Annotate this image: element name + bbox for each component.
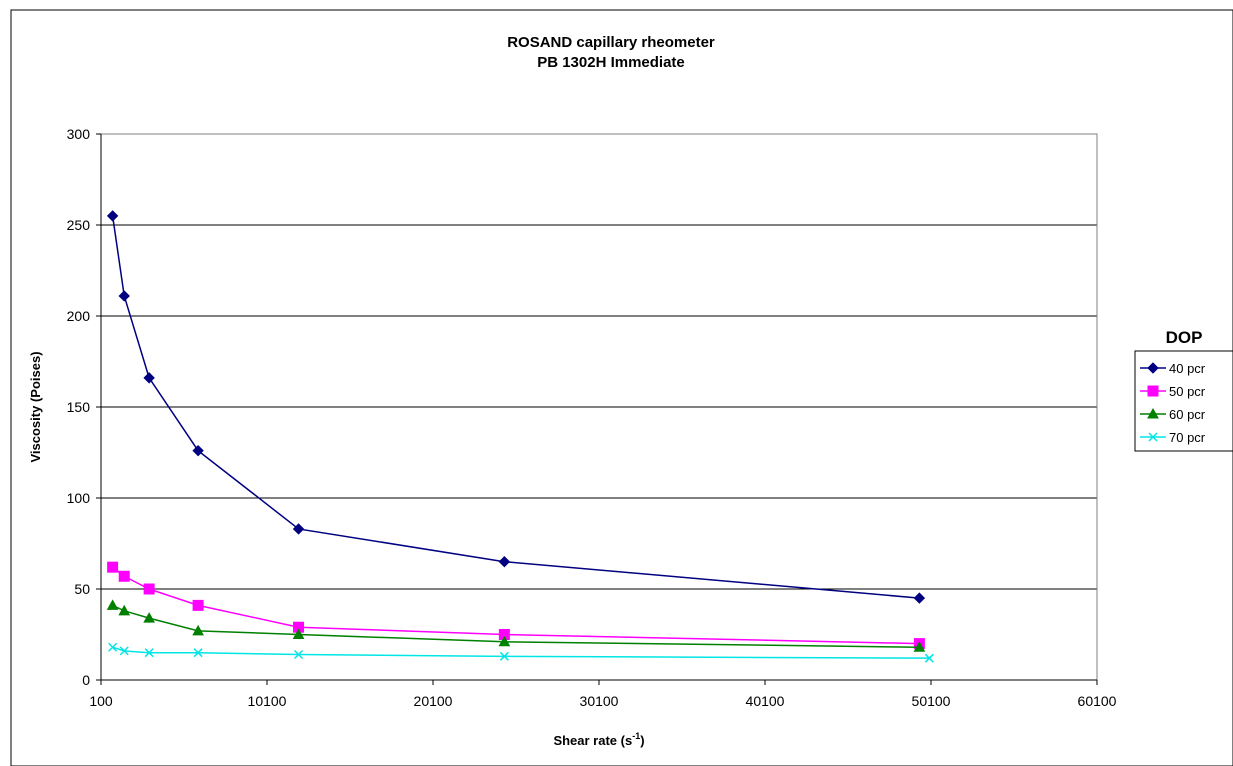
data-point: [106, 599, 119, 610]
legend-label: 50 pcr: [1169, 384, 1206, 399]
legend-marker: [1147, 407, 1159, 419]
data-point: [118, 604, 131, 616]
y-tick-label: 50: [74, 581, 90, 597]
series-0: [106, 210, 926, 604]
data-point: [913, 592, 926, 604]
series-3: [108, 642, 934, 663]
data-point: [193, 648, 203, 658]
x-tick-label: 30100: [580, 693, 619, 709]
x-tick-label: 100: [89, 693, 113, 709]
chart-frame: [10, 9, 1233, 766]
legend-label: 70 pcr: [1169, 430, 1206, 445]
data-point: [143, 583, 155, 595]
data-point: [913, 641, 926, 652]
legend-marker: [1147, 362, 1159, 374]
data-point: [108, 642, 118, 652]
legend-marker: [1148, 432, 1158, 442]
data-point-stroke: [294, 649, 304, 660]
legend-marker-stroke: [1148, 432, 1158, 442]
series-group: [106, 210, 934, 663]
y-tick-label: 0: [82, 672, 90, 688]
data-point-stroke: [108, 642, 118, 652]
y-tick-label: 250: [67, 217, 91, 233]
x-tick-label: 60100: [1078, 693, 1117, 709]
data-point-stroke: [499, 651, 509, 661]
data-point-stroke: [924, 653, 934, 663]
y-tick-label: 200: [67, 308, 91, 324]
data-point: [143, 612, 155, 623]
data-point: [498, 635, 511, 647]
chart-title: ROSAND capillary rheometer: [507, 34, 715, 51]
y-tick-label: 150: [67, 399, 91, 415]
data-point: [144, 648, 154, 658]
axes: [96, 133, 1098, 685]
y-tick-label: 100: [67, 490, 91, 506]
legend-title: DOP: [1166, 328, 1203, 347]
x-axis-label: Shear rate (s-1): [553, 731, 644, 748]
data-point: [106, 210, 119, 222]
data-point-stroke: [193, 648, 203, 658]
data-point-stroke: [119, 646, 129, 656]
data-point: [118, 290, 130, 302]
legend-marker: [1147, 385, 1159, 397]
x-tick-label: 40100: [746, 693, 785, 709]
data-point: [192, 444, 204, 457]
y-tick-label: 300: [67, 126, 91, 142]
data-point: [192, 599, 204, 611]
legend-label: 40 pcr: [1169, 361, 1206, 376]
data-point: [294, 649, 304, 660]
data-point: [499, 651, 509, 661]
data-point: [107, 561, 119, 573]
data-point: [143, 372, 155, 384]
data-point: [192, 624, 204, 636]
data-point: [119, 646, 129, 656]
series-2: [106, 599, 926, 652]
chart-subtitle: PB 1302H Immediate: [537, 54, 685, 71]
data-point-stroke: [144, 648, 154, 658]
x-tick-label: 20100: [414, 693, 453, 709]
legend-label: 60 pcr: [1169, 407, 1206, 422]
data-point: [498, 555, 511, 568]
data-point: [292, 628, 305, 639]
legend: 40 pcr 50 pcr 60 pcr 70 pcr: [1134, 350, 1233, 452]
data-point: [292, 523, 305, 535]
data-point: [118, 570, 130, 582]
x-tick-label: 10100: [248, 693, 287, 709]
x-tick-label: 50100: [912, 693, 951, 709]
y-axis-label: Viscosity (Poises): [28, 351, 43, 462]
data-point: [924, 653, 934, 663]
